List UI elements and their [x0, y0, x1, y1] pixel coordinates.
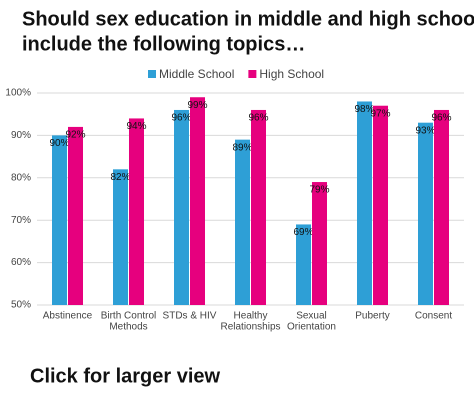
bar [418, 122, 433, 306]
chart-title: include the following topics… [22, 33, 305, 55]
bar [251, 109, 266, 306]
value-label: 96% [431, 113, 451, 124]
bar [52, 135, 67, 305]
legend-label: High School [259, 67, 324, 81]
legend-swatch [148, 70, 156, 78]
bar [68, 126, 83, 305]
bar [434, 109, 449, 306]
value-label: 97% [370, 108, 390, 119]
legend-label: Middle School [159, 67, 234, 81]
value-label: 96% [248, 113, 268, 124]
x-tick-label: Consent [415, 311, 452, 322]
legend-swatch [248, 70, 257, 78]
y-tick-label: 50% [11, 300, 31, 311]
x-tick-label: Relationships [220, 322, 280, 333]
bar [113, 169, 128, 305]
x-tick-label: Healthy [234, 311, 268, 322]
x-tick-label: Orientation [287, 322, 336, 333]
bar [174, 109, 189, 306]
bar [357, 101, 372, 305]
bar [235, 139, 250, 305]
value-label: 98% [354, 104, 374, 115]
value-label: 92% [65, 130, 85, 141]
bar [129, 118, 144, 305]
x-tick-label: STDs & HIV [163, 311, 217, 322]
x-tick-label: Puberty [355, 311, 389, 322]
value-label: 90% [49, 138, 69, 149]
larger-view-link[interactable]: Click for larger view [30, 365, 221, 387]
y-tick-label: 70% [11, 215, 31, 226]
y-tick-label: 100% [5, 88, 31, 99]
x-tick-label: Abstinence [43, 311, 93, 322]
y-tick-label: 60% [11, 257, 31, 268]
value-label: 69% [293, 227, 313, 238]
y-tick-label: 80% [11, 172, 31, 183]
value-label: 93% [415, 125, 435, 136]
value-label: 94% [126, 121, 146, 132]
value-label: 82% [110, 172, 130, 183]
bar [190, 97, 205, 306]
chart-title: Should sex education in middle and high … [22, 8, 474, 30]
x-tick-label: Methods [109, 322, 147, 333]
x-tick-label: Birth Control [101, 311, 157, 322]
bar [312, 182, 327, 305]
value-label: 99% [187, 100, 207, 111]
value-label: 89% [232, 142, 252, 153]
x-tick-label: Sexual [296, 311, 327, 322]
value-label: 96% [171, 113, 191, 124]
y-tick-label: 90% [11, 130, 31, 141]
value-label: 79% [309, 185, 329, 196]
bar [296, 224, 311, 305]
bar [373, 105, 388, 305]
